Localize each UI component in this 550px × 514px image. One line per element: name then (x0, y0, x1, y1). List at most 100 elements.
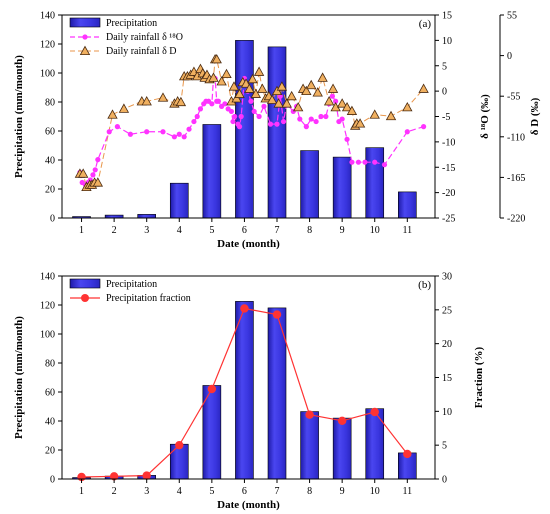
y-axis-title: Precipitation (mm/month) (13, 55, 25, 178)
dD-point (385, 110, 397, 121)
dD-point (92, 177, 104, 187)
d18O-point (114, 124, 120, 130)
dD-point (346, 105, 358, 115)
precipitation-bar (300, 150, 319, 219)
fraction-point (109, 472, 119, 481)
dD-point (369, 109, 380, 119)
x-tick-label: 10 (370, 225, 380, 236)
x-tick-label: 7 (275, 225, 280, 236)
precipitation-bar (169, 182, 189, 219)
x-axis-title: Date (month) (217, 499, 280, 511)
d18O-point (267, 121, 274, 127)
d18O-point (171, 134, 177, 140)
d18O-point (197, 106, 204, 112)
d18O-point (160, 129, 166, 135)
dD-point (253, 66, 265, 76)
d18O-point (186, 126, 192, 132)
y-tick-label: 100 (40, 69, 55, 80)
d18O-point (127, 131, 134, 137)
dD-point (141, 96, 152, 106)
legend-label: Precipitation (106, 279, 157, 290)
y2-tick-label: 10 (442, 407, 452, 418)
x-tick-label: 5 (209, 486, 214, 497)
y-tick-label: 80 (45, 98, 55, 109)
d18O-point (313, 118, 319, 125)
d18O-point (420, 124, 427, 130)
dD-point (250, 88, 262, 98)
x-tick-label: 9 (340, 486, 345, 497)
d18O-point (90, 172, 96, 178)
y-tick-label: 80 (45, 359, 55, 370)
dD-point (354, 118, 366, 128)
y-tick-label: 140 (40, 11, 55, 22)
y2-tick-label: -5 (442, 112, 450, 123)
fraction-point (305, 410, 314, 419)
dD-point (257, 83, 268, 93)
x-tick-label: 8 (307, 486, 312, 497)
d18O-point (106, 129, 112, 135)
d18O-point (222, 101, 228, 107)
d18O-point (251, 108, 257, 115)
y-tick-label: 140 (40, 272, 55, 283)
y2-tick-label: -25 (442, 214, 455, 225)
d18O-point (274, 121, 280, 127)
d18O-point (318, 113, 324, 120)
fraction-point (240, 304, 249, 313)
dD-point (418, 83, 429, 93)
d18O-point (181, 134, 187, 140)
d18O-point (230, 118, 236, 125)
panel-label: (a) (419, 18, 432, 30)
x-tick-label: 9 (340, 225, 345, 236)
dD-point (175, 96, 187, 107)
x-tick-label: 7 (275, 486, 280, 497)
d18O-point (236, 124, 243, 130)
dD-point (286, 90, 297, 101)
dD-point (228, 81, 240, 91)
y2-tick-label: 5 (442, 441, 447, 452)
y-tick-label: 120 (40, 301, 55, 312)
d18O-point (280, 118, 287, 125)
y2-tick-label: -15 (442, 163, 455, 174)
dD-point (323, 96, 335, 106)
d18O-point (228, 108, 234, 115)
x-tick-label: 2 (112, 486, 117, 497)
y-tick-label: 20 (45, 185, 55, 196)
x-tick-label: 2 (112, 225, 117, 236)
x-tick-label: 4 (177, 486, 182, 497)
y2-tick-label: 20 (442, 339, 452, 350)
dD-point (281, 98, 292, 108)
y3-tick-label: -165 (507, 173, 525, 184)
panel-label: (b) (418, 279, 431, 291)
precipitation-bar (267, 46, 287, 219)
d18O-point (238, 113, 244, 120)
precipitation-bar (332, 417, 352, 480)
precipitation-bar (235, 301, 254, 480)
d18O-point (333, 98, 339, 104)
precipitation-bar (365, 147, 385, 219)
d18O-point (176, 131, 182, 137)
x-axis-title: Date (month) (217, 238, 280, 250)
precipitation-bar (137, 214, 156, 219)
x-tick-label: 3 (144, 225, 149, 236)
d18O-point (194, 113, 200, 120)
legend-dD-marker (79, 45, 91, 55)
legend-label: Daily rainfall δ D (106, 46, 177, 57)
y2-tick-label: -10 (442, 137, 455, 148)
y2-tick-label: 30 (442, 272, 452, 283)
y-tick-label: 40 (45, 156, 55, 167)
y-tick-label: 0 (50, 475, 55, 486)
dD-point (157, 92, 169, 102)
fraction-point (207, 384, 217, 394)
y2-axis-title: δ ¹⁸O (‰) (479, 94, 491, 139)
d18O-point (191, 118, 197, 125)
d18O-point (95, 157, 101, 163)
d18O-point (256, 113, 262, 120)
y-tick-label: 20 (45, 446, 55, 457)
y2-tick-label: 0 (442, 475, 447, 486)
y2-tick-label: 0 (442, 87, 447, 98)
d18O-point (329, 93, 335, 99)
dD-point (336, 98, 348, 108)
d18O-point (232, 113, 238, 120)
